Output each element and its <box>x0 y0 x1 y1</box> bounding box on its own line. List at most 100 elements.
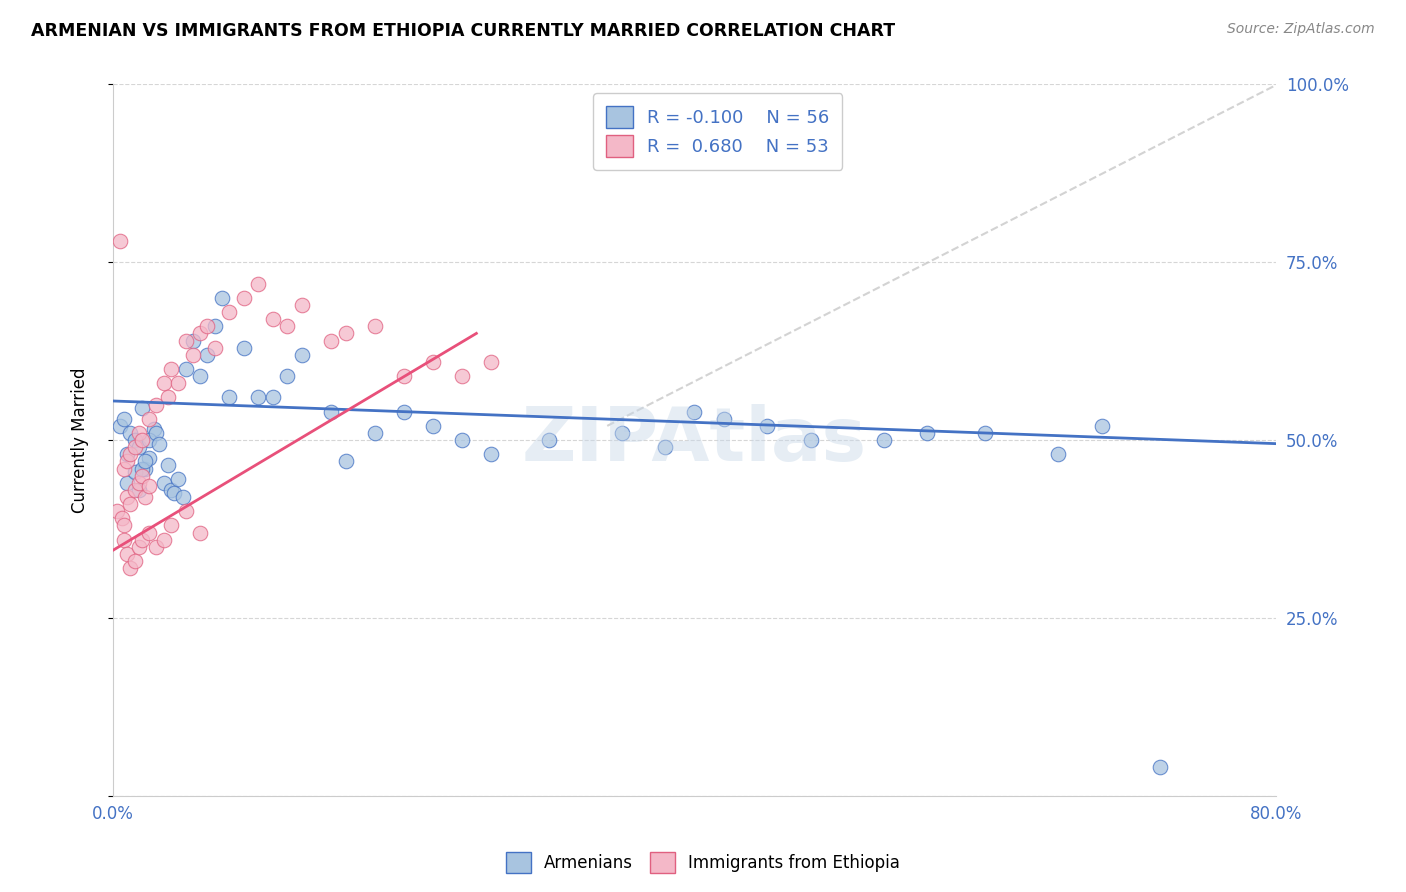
Point <box>174 334 197 348</box>
Point <box>134 461 156 475</box>
Point <box>262 391 284 405</box>
Point <box>117 454 139 468</box>
Point <box>335 326 357 341</box>
Point <box>134 454 156 468</box>
Point <box>872 433 894 447</box>
Point <box>160 518 183 533</box>
Text: ARMENIAN VS IMMIGRANTS FROM ETHIOPIA CURRENTLY MARRIED CORRELATION CHART: ARMENIAN VS IMMIGRANTS FROM ETHIOPIA CUR… <box>31 22 896 40</box>
Point <box>157 391 180 405</box>
Point <box>172 490 194 504</box>
Point <box>114 518 136 533</box>
Point <box>117 475 139 490</box>
Point <box>291 348 314 362</box>
Point <box>654 440 676 454</box>
Point <box>131 461 153 475</box>
Point <box>124 433 146 447</box>
Point <box>108 418 131 433</box>
Point <box>114 533 136 547</box>
Point <box>363 319 385 334</box>
Point <box>450 369 472 384</box>
Point <box>105 504 128 518</box>
Point <box>174 504 197 518</box>
Point <box>138 450 160 465</box>
Point <box>276 319 298 334</box>
Point <box>134 490 156 504</box>
Point <box>108 234 131 248</box>
Point <box>110 511 132 525</box>
Point <box>683 404 706 418</box>
Point <box>218 305 240 319</box>
Point <box>128 425 150 440</box>
Point <box>181 334 204 348</box>
Point <box>145 540 167 554</box>
Point <box>142 422 165 436</box>
Point <box>120 425 142 440</box>
Point <box>204 319 226 334</box>
Point <box>152 376 174 391</box>
Point <box>335 454 357 468</box>
Point <box>174 362 197 376</box>
Point <box>145 425 167 440</box>
Point <box>363 425 385 440</box>
Point <box>392 404 415 418</box>
Point <box>160 362 183 376</box>
Point <box>974 425 997 440</box>
Point <box>131 433 153 447</box>
Point <box>120 447 142 461</box>
Y-axis label: Currently Married: Currently Married <box>72 368 89 513</box>
Point <box>232 291 254 305</box>
Legend: R = -0.100    N = 56, R =  0.680    N = 53: R = -0.100 N = 56, R = 0.680 N = 53 <box>593 94 842 170</box>
Point <box>124 554 146 568</box>
Point <box>128 475 150 490</box>
Point <box>131 401 153 415</box>
Point <box>204 341 226 355</box>
Point <box>167 472 190 486</box>
Point <box>114 411 136 425</box>
Point <box>124 465 146 479</box>
Point <box>188 369 211 384</box>
Point <box>422 355 444 369</box>
Legend: Armenians, Immigrants from Ethiopia: Armenians, Immigrants from Ethiopia <box>499 846 907 880</box>
Point <box>114 461 136 475</box>
Point <box>915 425 938 440</box>
Point <box>117 547 139 561</box>
Point <box>538 433 561 447</box>
Point <box>138 433 160 447</box>
Point <box>1091 418 1114 433</box>
Point <box>422 418 444 433</box>
Point <box>117 447 139 461</box>
Point <box>188 326 211 341</box>
Point <box>1046 447 1069 461</box>
Point <box>392 369 415 384</box>
Point <box>195 348 218 362</box>
Text: ZIPAtlas: ZIPAtlas <box>522 403 868 476</box>
Point <box>211 291 233 305</box>
Point <box>319 334 342 348</box>
Point <box>262 312 284 326</box>
Point <box>120 561 142 575</box>
Point <box>195 319 218 334</box>
Point <box>756 418 779 433</box>
Point <box>128 440 150 454</box>
Point <box>1149 760 1171 774</box>
Point <box>157 458 180 472</box>
Point <box>138 525 160 540</box>
Point <box>128 483 150 497</box>
Point <box>479 355 502 369</box>
Point <box>610 425 633 440</box>
Point <box>181 348 204 362</box>
Point <box>128 540 150 554</box>
Point <box>138 411 160 425</box>
Point <box>138 479 160 493</box>
Point <box>124 483 146 497</box>
Point <box>131 533 153 547</box>
Point <box>247 391 270 405</box>
Text: Source: ZipAtlas.com: Source: ZipAtlas.com <box>1227 22 1375 37</box>
Point <box>713 411 735 425</box>
Point <box>145 398 167 412</box>
Point <box>232 341 254 355</box>
Point <box>450 433 472 447</box>
Point <box>163 486 186 500</box>
Point <box>319 404 342 418</box>
Point <box>188 525 211 540</box>
